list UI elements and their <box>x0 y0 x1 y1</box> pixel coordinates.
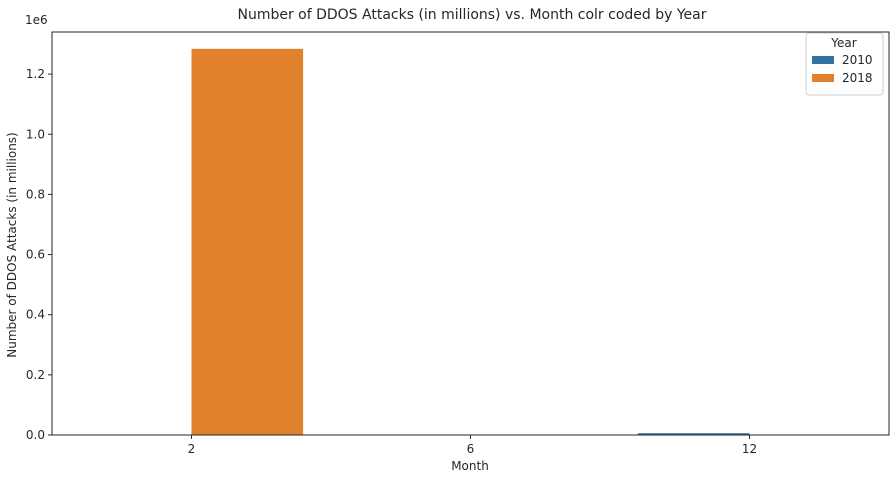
bar-2018-2 <box>191 48 304 435</box>
legend-swatch-2018 <box>812 74 834 82</box>
legend: Year 2010 2018 <box>805 32 884 96</box>
legend-swatch-2010 <box>812 56 834 64</box>
y-ticks-group: 0.0 0.2 0.4 0.6 0.8 1.0 1.2 <box>26 67 52 442</box>
x-tick-label: 2 <box>188 442 196 456</box>
y-tick-label: 1.2 <box>26 67 45 81</box>
x-tick-label: 12 <box>742 442 757 456</box>
x-axis-title: Month <box>451 459 489 473</box>
legend-items: 2010 2018 <box>812 53 873 85</box>
plot-frame <box>51 31 890 436</box>
bars-group <box>191 48 750 435</box>
y-tick-label: 0.0 <box>26 428 45 442</box>
bar-2010-12 <box>637 433 750 435</box>
y-tick-label: 0.2 <box>26 368 45 382</box>
legend-label-2010: 2010 <box>842 53 873 67</box>
legend-label-2018: 2018 <box>842 71 873 85</box>
y-tick-label: 1.0 <box>26 127 45 141</box>
chart-title: Number of DDOS Attacks (in millions) vs.… <box>237 7 706 23</box>
legend-title: Year <box>830 36 856 50</box>
y-offset-text: 1e6 <box>25 13 48 27</box>
y-tick-label: 0.4 <box>26 308 45 322</box>
y-axis-title: Number of DDOS Attacks (in millions) <box>5 132 19 357</box>
x-ticks-group: 2 6 12 <box>188 435 757 456</box>
x-tick-label: 6 <box>467 442 475 456</box>
y-tick-label: 0.6 <box>26 248 45 262</box>
y-tick-label: 0.8 <box>26 187 45 201</box>
